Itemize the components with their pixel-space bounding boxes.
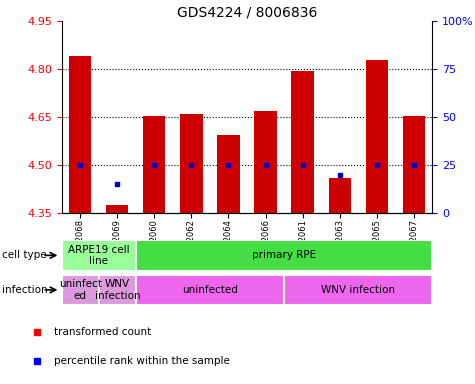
Bar	[62, 240, 136, 271]
Text: percentile rank within the sample: percentile rank within the sample	[54, 356, 229, 366]
Bar	[329, 178, 351, 213]
Bar	[69, 56, 91, 213]
Title: GDS4224 / 8006836: GDS4224 / 8006836	[177, 6, 317, 20]
Text: uninfected: uninfected	[182, 285, 238, 295]
Bar	[366, 60, 388, 213]
Bar	[106, 205, 128, 213]
Bar	[62, 275, 99, 305]
Bar	[136, 275, 284, 305]
Text: WNV infection: WNV infection	[321, 285, 395, 295]
Bar	[143, 116, 165, 213]
Bar	[180, 114, 202, 213]
Text: infection: infection	[2, 285, 48, 295]
Bar	[284, 275, 432, 305]
Text: ARPE19 cell
line: ARPE19 cell line	[68, 245, 130, 266]
Bar	[255, 111, 276, 213]
Bar	[218, 135, 239, 213]
Bar	[403, 116, 425, 213]
Bar	[292, 71, 314, 213]
Bar	[99, 275, 136, 305]
Text: primary RPE: primary RPE	[252, 250, 316, 260]
Text: WNV
infection: WNV infection	[95, 279, 140, 301]
Text: transformed count: transformed count	[54, 327, 151, 337]
Text: uninfect
ed: uninfect ed	[59, 279, 102, 301]
Bar	[136, 240, 432, 271]
Text: cell type: cell type	[2, 250, 47, 260]
